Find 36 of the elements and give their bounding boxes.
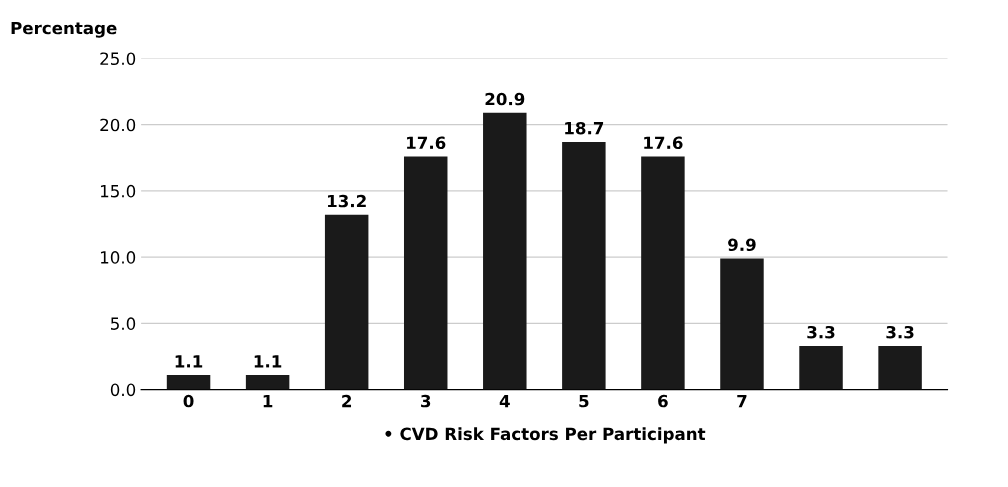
data-label: 18.7 bbox=[565, 121, 604, 135]
x-tick-label: 7 bbox=[737, 394, 747, 408]
bar bbox=[245, 375, 290, 390]
bar bbox=[166, 375, 211, 390]
bar bbox=[641, 156, 685, 390]
data-label: 20.9 bbox=[485, 92, 525, 106]
x-axis-title: • CVD Risk Factors Per Participant bbox=[385, 427, 706, 444]
bar bbox=[403, 156, 448, 390]
data-label: 13.2 bbox=[327, 194, 366, 208]
bar bbox=[799, 345, 843, 390]
y-tick-label: 10.0 bbox=[100, 251, 136, 264]
x-tick-label: 0 bbox=[183, 394, 194, 408]
data-label: 17.6 bbox=[407, 136, 446, 150]
bar bbox=[720, 258, 764, 390]
data-label: 9.9 bbox=[728, 238, 756, 252]
data-label: 1.1 bbox=[254, 355, 282, 368]
y-axis-title: Percentage bbox=[11, 21, 117, 38]
data-label: 17.6 bbox=[644, 136, 683, 150]
y-tick-label: 0.0 bbox=[110, 383, 136, 397]
bar bbox=[324, 214, 369, 390]
x-tick-label: 2 bbox=[342, 394, 352, 408]
y-tick-label: 5.0 bbox=[111, 317, 136, 330]
y-tick-label: 15.0 bbox=[100, 184, 136, 198]
x-tick-label: 1 bbox=[263, 394, 273, 408]
x-tick-label: 6 bbox=[658, 394, 668, 408]
data-label: 1.1 bbox=[175, 355, 203, 368]
x-tick-label: 5 bbox=[579, 394, 589, 408]
y-tick-label: 25.0 bbox=[100, 52, 136, 66]
data-label: 3.3 bbox=[807, 325, 835, 339]
x-tick-label: 4 bbox=[499, 394, 510, 408]
x-tick-label: 3 bbox=[421, 394, 431, 408]
bar bbox=[483, 112, 527, 390]
bar bbox=[878, 345, 922, 390]
bar bbox=[562, 141, 606, 390]
y-tick-label: 20.0 bbox=[100, 118, 136, 132]
data-label: 3.3 bbox=[886, 325, 914, 339]
